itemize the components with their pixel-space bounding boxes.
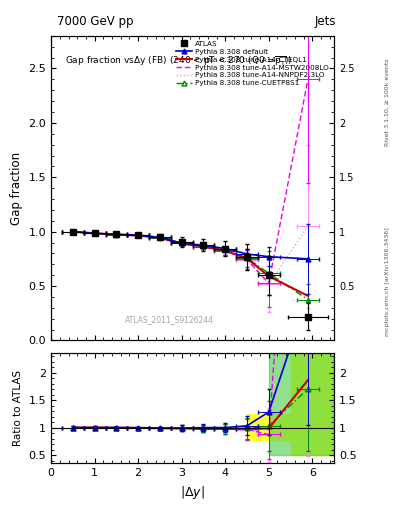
Legend: ATLAS, Pythia 8.308 default, Pythia 8.308 tune-A14-CTEQL1, Pythia 8.308 tune-A14: ATLAS, Pythia 8.308 default, Pythia 8.30… bbox=[174, 39, 331, 88]
Text: Jets: Jets bbox=[314, 15, 336, 28]
Y-axis label: Ratio to ATLAS: Ratio to ATLAS bbox=[13, 370, 23, 446]
Text: mcplots.cern.ch [arXiv:1306.3436]: mcplots.cern.ch [arXiv:1306.3436] bbox=[385, 227, 389, 336]
X-axis label: $|\Delta y|$: $|\Delta y|$ bbox=[180, 484, 205, 501]
Text: Gap fraction vs$\mathregular{\Delta}$y (FB) (240 < pT < 270 (Q0 =$\mathregular{\: Gap fraction vs$\mathregular{\Delta}$y (… bbox=[65, 54, 293, 68]
Text: Rivet 3.1.10, ≥ 100k events: Rivet 3.1.10, ≥ 100k events bbox=[385, 58, 389, 146]
Text: 7000 GeV pp: 7000 GeV pp bbox=[57, 15, 134, 28]
Y-axis label: Gap fraction: Gap fraction bbox=[10, 152, 23, 225]
Text: ATLAS_2011_S9126244: ATLAS_2011_S9126244 bbox=[125, 315, 215, 324]
